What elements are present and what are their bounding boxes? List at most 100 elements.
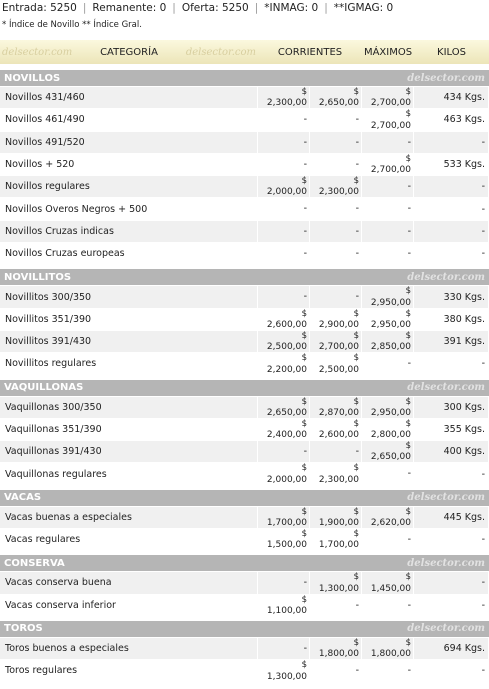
currency-sign: $ bbox=[405, 87, 411, 97]
price: 2,600,00 bbox=[318, 430, 359, 441]
price: - bbox=[303, 577, 307, 589]
table-cell: $2,500,00 bbox=[258, 330, 310, 353]
price: 2,700,00 bbox=[370, 98, 411, 109]
currency-sign: $ bbox=[353, 529, 359, 540]
table-cell: $2,850,00 bbox=[362, 330, 414, 353]
table-cell: 445 Kgs. bbox=[414, 506, 489, 529]
currency-sign: $ bbox=[301, 396, 307, 407]
table-cell: 533 Kgs. bbox=[414, 153, 489, 176]
table-cell: - bbox=[258, 220, 310, 243]
summary-item: Entrada: 5250 bbox=[2, 2, 77, 14]
table-cell: - bbox=[362, 220, 414, 243]
table-cell: Toros regulares bbox=[0, 660, 258, 682]
table-cell: - bbox=[414, 198, 489, 220]
currency-sign: $ bbox=[301, 529, 307, 540]
section-title: TOROS bbox=[4, 623, 43, 635]
table-cell: $2,700,00 bbox=[362, 109, 414, 131]
price: - bbox=[355, 291, 359, 303]
summary-bar: Entrada: 5250 | Remanente: 0 | Oferta: 5250 |… bbox=[0, 0, 489, 18]
currency-sign: $ bbox=[353, 463, 359, 474]
table-row: Novillos 431/460 $2,300,00 $2,650,00 $2,700… bbox=[0, 87, 489, 109]
table-cell: Vaquillonas regulares bbox=[0, 463, 258, 485]
table-cell: - bbox=[310, 243, 362, 265]
currency-sign: $ bbox=[405, 637, 411, 648]
currency-sign: $ bbox=[405, 308, 411, 319]
table-cell: 694 Kgs. bbox=[414, 637, 489, 660]
section-header: CONSERVA delsector.com bbox=[0, 555, 489, 572]
table-row: Novillos 461/490- - $2,700,00 463 Kgs. bbox=[0, 109, 489, 131]
price: - bbox=[303, 446, 307, 458]
table-cell: Novillos Overos Negros + 500 bbox=[0, 198, 258, 220]
table-cell: - bbox=[414, 220, 489, 243]
currency-sign: $ bbox=[301, 506, 307, 517]
table-cell: 434 Kgs. bbox=[414, 87, 489, 109]
table-cell: - bbox=[258, 131, 310, 153]
currency-sign: $ bbox=[301, 330, 307, 341]
price: - bbox=[355, 158, 359, 170]
currency-sign: $ bbox=[353, 418, 359, 429]
table-cell: - bbox=[258, 109, 310, 131]
currency-sign: $ bbox=[353, 572, 359, 583]
price: 2,950,00 bbox=[370, 297, 411, 308]
price: 2,800,00 bbox=[370, 430, 411, 441]
currency-sign: $ bbox=[301, 87, 307, 97]
table-cell: Novillos + 520 bbox=[0, 153, 258, 176]
table-cell: - bbox=[362, 660, 414, 682]
table-cell: $2,500,00 bbox=[310, 353, 362, 375]
table-row: Vaquillonas regulares $2,000,00 $2,300,00-… bbox=[0, 463, 489, 485]
currency-sign: $ bbox=[301, 660, 307, 671]
currency-sign: $ bbox=[353, 330, 359, 341]
table-cell: $2,650,00 bbox=[362, 441, 414, 463]
table-cell: - bbox=[414, 594, 489, 616]
price: - bbox=[407, 534, 411, 546]
table-body: NOVILLOS delsector.com Novillos 431/460 $2,… bbox=[0, 70, 489, 682]
price: 1,300,00 bbox=[318, 583, 359, 594]
table-cell: 400 Kgs. bbox=[414, 441, 489, 463]
price: 1,450,00 bbox=[370, 583, 411, 594]
table-cell: - bbox=[258, 637, 310, 660]
currency-sign: $ bbox=[405, 109, 411, 120]
price: - bbox=[355, 665, 359, 677]
table-cell: Vaquillonas 351/390 bbox=[0, 418, 258, 441]
table-row: Toros buenos a especiales - $1,800,00 $1,80… bbox=[0, 637, 489, 660]
table-cell: $2,900,00 bbox=[310, 308, 362, 330]
separator: | bbox=[82, 2, 87, 14]
price: 2,300,00 bbox=[318, 474, 359, 485]
section-title: VAQUILLONAS bbox=[4, 382, 84, 394]
table-cell: Novillos 461/490 bbox=[0, 109, 258, 131]
table-cell: Novillos Cruzas europeas bbox=[0, 243, 258, 265]
price: 2,700,00 bbox=[370, 165, 411, 176]
watermark: delsector.com bbox=[407, 492, 485, 504]
table-cell: - bbox=[310, 660, 362, 682]
section-title: NOVILLOS bbox=[4, 72, 61, 84]
price: - bbox=[303, 291, 307, 303]
price: 2,700,00 bbox=[318, 342, 359, 353]
column-header: CATEGORÍA bbox=[100, 46, 158, 58]
currency-sign: $ bbox=[405, 441, 411, 452]
price: - bbox=[303, 203, 307, 215]
table-row: Vaquillonas 391/430- - $2,650,00 400 Kgs. bbox=[0, 441, 489, 463]
table-cell: Vacas regulares bbox=[0, 529, 258, 551]
table-cell: - bbox=[414, 572, 489, 594]
price: - bbox=[407, 136, 411, 148]
currency-sign: $ bbox=[405, 330, 411, 341]
summary-item: Remanente: 0 bbox=[92, 2, 167, 14]
table-cell: $1,300,00 bbox=[258, 660, 310, 682]
price: 1,700,00 bbox=[318, 540, 359, 551]
table-cell: - bbox=[414, 243, 489, 265]
table-row: Vaquillonas 351/390 $2,400,00 $2,600,00 $2,… bbox=[0, 418, 489, 441]
table-cell: $2,620,00 bbox=[362, 506, 414, 529]
currency-sign: $ bbox=[301, 594, 307, 605]
price: - bbox=[303, 114, 307, 126]
watermark: delsector.com bbox=[407, 382, 485, 394]
price: 2,950,00 bbox=[370, 319, 411, 330]
price: 2,500,00 bbox=[266, 342, 307, 353]
table-cell: $2,400,00 bbox=[258, 418, 310, 441]
table-cell: $2,870,00 bbox=[310, 396, 362, 418]
currency-sign: $ bbox=[405, 286, 411, 297]
table-cell: Novillos 491/520 bbox=[0, 131, 258, 153]
table-cell: - bbox=[362, 529, 414, 551]
price: - bbox=[355, 599, 359, 611]
price: - bbox=[407, 468, 411, 480]
section-header: NOVILLOS delsector.com bbox=[0, 70, 489, 86]
